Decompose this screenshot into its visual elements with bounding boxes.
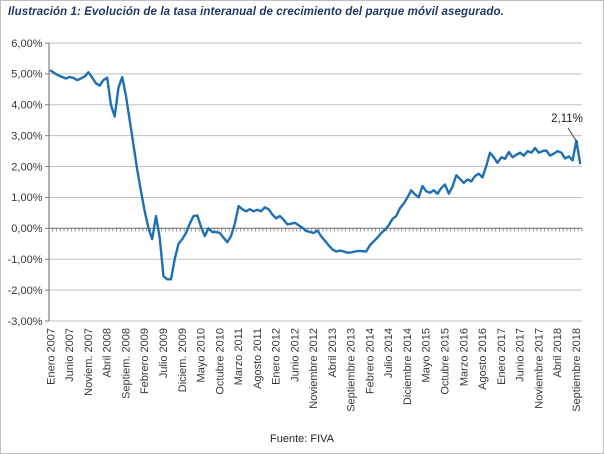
x-axis-label: Mayo 2010 [196,328,208,382]
x-axis-label: Agosto 2011 [252,328,264,389]
chart-title: Ilustración 1: Evolución de la tasa inte… [8,6,504,18]
x-axis-label: Diciem. 2009 [177,328,189,392]
x-axis-label: Abril 2008 [102,328,114,378]
x-axis-label: Octubre 2010 [214,328,226,395]
y-axis-label: 0,00% [11,223,42,235]
y-axis-label: 5,00% [11,69,42,81]
y-axis-label: -2,00% [8,285,43,297]
x-axis-label: Febrero 2014 [364,328,376,394]
x-axis-label: Abril 2018 [552,328,564,378]
annotation-leader-line [567,127,579,144]
x-axis-label: Mayo 2015 [421,328,433,382]
x-axis-label: Noviembre 2012 [308,328,320,409]
x-axis-label: Junio 2017 [515,328,527,382]
source-note: Fuente: FIVA [270,433,334,445]
y-axis-label: 6,00% [11,38,42,50]
x-axis-label: Enero 2017 [496,328,508,385]
y-axis-label: 1,00% [11,192,42,204]
y-axis-label: 4,00% [11,100,42,112]
x-axis-label: Septiembre 2013 [346,328,358,412]
x-axis-label: Septiembre 2018 [571,328,583,412]
y-axis-label: 2,00% [11,161,42,173]
x-axis-label: Junio 2007 [64,328,76,382]
y-axis-label: -3,00% [8,316,43,328]
x-axis-label: Marzo 2016 [458,328,470,386]
x-axis-label: Febrero 2009 [139,328,151,394]
y-axis-label: 3,00% [11,130,42,142]
x-axis-label: Junio 2012 [289,328,301,382]
y-axis-label: -1,00% [8,254,43,266]
x-axis-label: Enero 2012 [271,328,283,385]
x-axis-label: Enero 2007 [45,328,57,385]
x-axis-label: Marzo 2011 [233,328,245,385]
x-axis-label: Noviem. 2007 [83,328,95,396]
x-axis-label: Septiem. 2008 [120,328,132,399]
annotation-label: 2,11% [551,113,583,125]
x-axis-label: Octubre 2015 [439,328,451,395]
x-axis-label: Julio 2009 [158,328,170,378]
x-axis-label: Abril 2013 [327,328,339,378]
x-axis-label: Noviembre 2017 [533,328,545,409]
data-series-line [49,69,582,281]
x-axis-label: Agosto 2016 [477,328,489,390]
x-axis-label: Julio 2014 [383,328,395,378]
x-axis-label: Diciembre 2014 [402,328,414,405]
